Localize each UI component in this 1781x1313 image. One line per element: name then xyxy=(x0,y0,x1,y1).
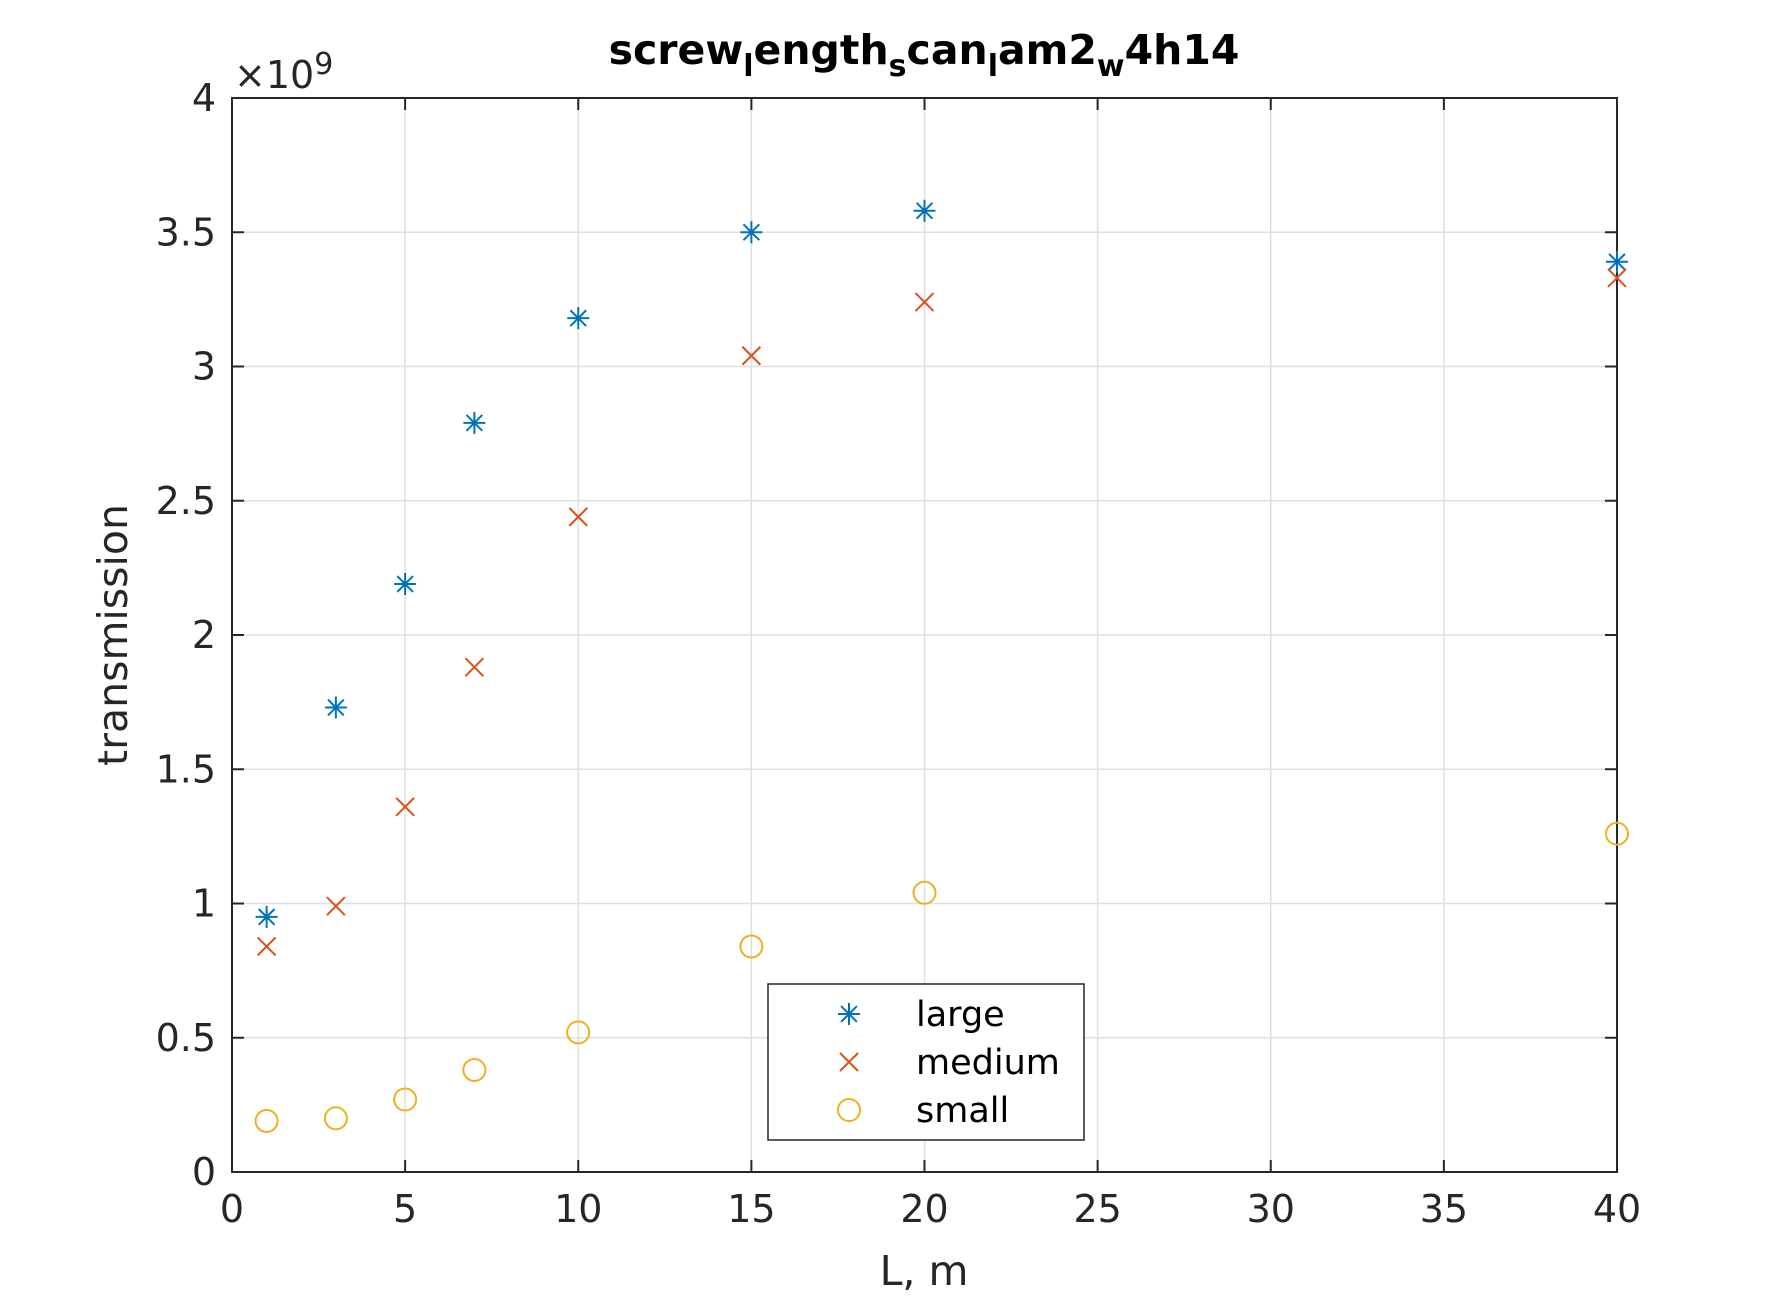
title-sub-s: s xyxy=(889,49,907,84)
small-data-point xyxy=(739,934,764,959)
small-data-point xyxy=(393,1087,418,1112)
x-tick-label: 40 xyxy=(1593,1187,1641,1231)
medium-data-point xyxy=(395,797,415,817)
title-part-4h14: 4h14 xyxy=(1125,26,1240,74)
small-data-point xyxy=(912,880,937,905)
legend-markers xyxy=(837,1003,861,1122)
y-tick-label: 4 xyxy=(192,76,216,120)
y-tick-label: 3.5 xyxy=(156,210,216,254)
medium-data-point xyxy=(256,936,277,957)
large-data-point xyxy=(255,905,278,928)
large-data-point xyxy=(394,572,417,595)
x-axis-label: L, m xyxy=(880,1247,969,1295)
title-sub-w: w xyxy=(1097,49,1125,84)
y-tick-label: 3 xyxy=(192,345,216,389)
y-axis-label: transmission xyxy=(89,504,137,766)
x-tick-label: 10 xyxy=(554,1187,602,1231)
title-part-can: can xyxy=(907,26,988,74)
title-part-screw: screw xyxy=(609,26,744,74)
legend-marker-large xyxy=(838,1003,860,1025)
data-markers xyxy=(254,199,1629,1133)
title-sub-l2: l xyxy=(988,49,998,84)
y-tick-label: 0 xyxy=(192,1150,216,1194)
x-tick-label: 30 xyxy=(1247,1187,1295,1231)
y-exponent-power: 9 xyxy=(314,47,333,82)
large-data-point xyxy=(740,221,763,244)
axis-ticks: 0 5 10 15 20 25 30 35 40 0 0.5 1 1.5 2 2.5 3 3.5 4 xyxy=(156,76,1642,1231)
legend-box xyxy=(767,983,1085,1141)
medium-data-point xyxy=(741,346,762,366)
x-tick-label: 0 xyxy=(220,1187,244,1231)
y-exponent-label: ×109 xyxy=(234,47,333,97)
large-data-point xyxy=(1606,250,1628,273)
title-part-ength: ength xyxy=(754,26,889,74)
title-part-am2: am2 xyxy=(998,26,1097,74)
large-data-point xyxy=(913,199,936,222)
chart-title: screwlengthscanlam2w4h14 xyxy=(609,26,1240,84)
x-tick-label: 20 xyxy=(900,1187,948,1231)
title-sub-l: l xyxy=(743,49,753,84)
medium-data-point xyxy=(1607,268,1627,288)
legend-marker-medium xyxy=(839,1052,859,1072)
large-data-point xyxy=(324,696,347,719)
small-data-point xyxy=(566,1020,591,1045)
large-data-point xyxy=(463,411,486,434)
y-tick-label: 0.5 xyxy=(156,1016,216,1060)
y-tick-label: 2 xyxy=(192,613,216,657)
large-data-point xyxy=(567,307,590,330)
small-data-point xyxy=(254,1108,279,1133)
x-tick-label: 35 xyxy=(1420,1187,1468,1231)
legend-label-small: small xyxy=(916,1091,1009,1131)
medium-data-point xyxy=(568,507,588,527)
x-tick-label: 5 xyxy=(393,1187,417,1231)
small-data-point xyxy=(1605,821,1629,846)
medium-data-point xyxy=(326,896,346,916)
small-data-point xyxy=(323,1106,348,1131)
legend: large medium small xyxy=(767,983,1085,1141)
x-tick-label: 15 xyxy=(727,1187,775,1231)
y-tick-label: 2.5 xyxy=(156,479,216,523)
small-data-point xyxy=(462,1057,487,1082)
legend-label-large: large xyxy=(916,995,1005,1035)
y-tick-label: 1.5 xyxy=(156,747,216,791)
y-exponent-base: ×10 xyxy=(234,53,314,97)
x-tick-label: 25 xyxy=(1073,1187,1121,1231)
medium-data-point xyxy=(464,657,485,677)
y-tick-label: 1 xyxy=(192,882,216,926)
legend-label-medium: medium xyxy=(916,1043,1060,1083)
legend-marker-small xyxy=(837,1098,861,1122)
medium-data-point xyxy=(914,292,935,312)
